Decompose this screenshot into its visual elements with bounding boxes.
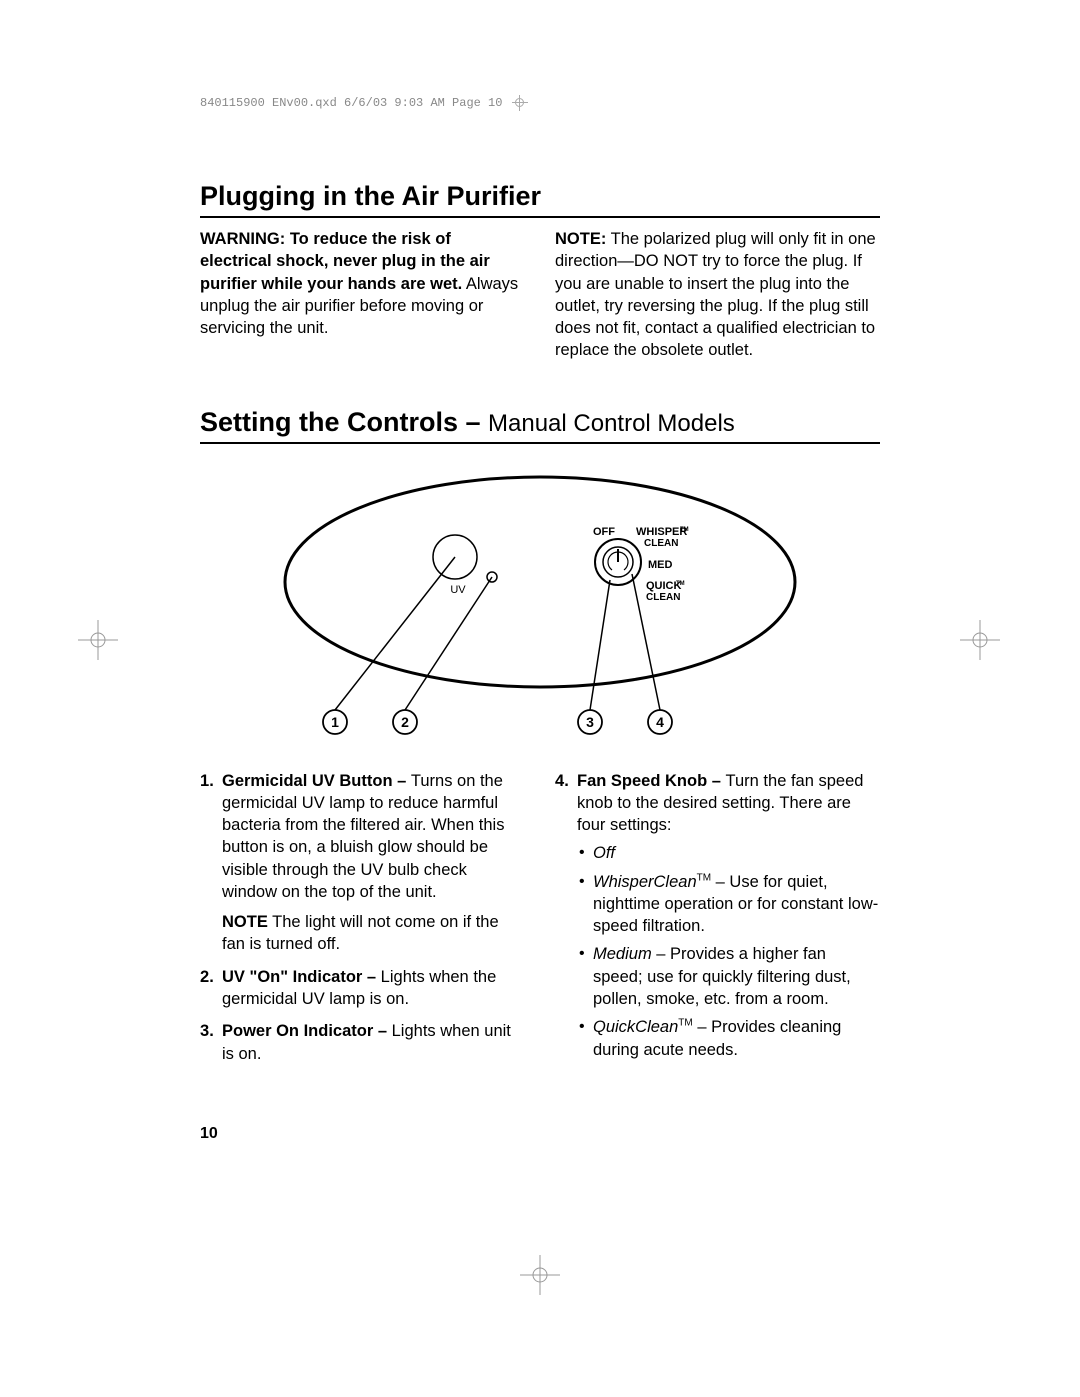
left-control-list: Germicidal UV Button – Turns on the germ… [200,770,525,1065]
svg-text:TM: TM [680,527,689,533]
callout-number: 3 [586,714,594,730]
item-title: UV "On" Indicator – [222,968,381,986]
control-diagram: UV OFFWHISPERTMCLEANMEDQUICKTMCLEAN 1234 [260,462,820,752]
diagram-svg: UV OFFWHISPERTMCLEANMEDQUICKTMCLEAN 1234 [260,462,820,752]
callout-number: 4 [656,714,664,730]
setting-item: Medium – Provides a higher fan speed; us… [577,943,880,1010]
section2-title-sub: Manual Control Models [488,410,735,437]
panel-ellipse [285,477,795,687]
crop-mark-icon [520,1255,560,1295]
list-item: UV "On" Indicator – Lights when the germ… [200,966,525,1011]
section2-columns: Germicidal UV Button – Turns on the germ… [200,770,880,1075]
setting-name: WhisperClean [593,873,697,891]
svg-text:CLEAN: CLEAN [646,592,680,603]
section1-columns: WARNING: To reduce the risk of electrica… [200,228,880,362]
right-control-list: Fan Speed Knob – Turn the fan speed knob… [555,770,880,1061]
svg-text:CLEAN: CLEAN [644,538,678,549]
setting-name: Off [593,844,615,862]
item-title: Germicidal UV Button – [222,772,411,790]
note-label: NOTE: [555,230,606,248]
registration-mark-icon [512,95,528,111]
setting-item: QuickCleanTM – Provides cleaning during … [577,1016,880,1061]
callout-numbers: 1 2 3 4 [323,710,672,734]
section2-title: Setting the Controls – Manual Control Mo… [200,407,880,444]
page-number: 10 [200,1125,880,1143]
crop-mark-icon [78,620,118,660]
setting-name: QuickClean [593,1018,678,1036]
section1-left: WARNING: To reduce the risk of electrica… [200,228,525,362]
doc-header: 840115900 ENv00.qxd 6/6/03 9:03 AM Page … [200,95,880,111]
item-body: Turns on the germicidal UV lamp to reduc… [222,772,504,901]
doc-header-text: 840115900 ENv00.qxd 6/6/03 9:03 AM Page … [200,96,502,110]
section1-title: Plugging in the Air Purifier [200,181,880,218]
list-item: Germicidal UV Button – Turns on the germ… [200,770,525,956]
svg-text:MED: MED [648,559,673,571]
fan-speed-knob-icon [595,539,641,585]
setting-item: Off [577,842,880,864]
section2: Setting the Controls – Manual Control Mo… [200,407,880,1075]
section2-left: Germicidal UV Button – Turns on the germ… [200,770,525,1075]
setting-name: Medium [593,945,652,963]
list-item: Power On Indicator – Lights when unit is… [200,1020,525,1065]
svg-text:OFF: OFF [593,526,615,538]
trademark: TM [678,1018,692,1029]
uv-label: UV [450,584,466,596]
manual-page: 840115900 ENv00.qxd 6/6/03 9:03 AM Page … [200,95,880,1143]
item-title: Fan Speed Knob – [577,772,726,790]
warning-text: WARNING: To reduce the risk of electrica… [200,230,490,293]
section2-title-main: Setting the Controls – [200,407,488,437]
section1-right: NOTE: The polarized plug will only fit i… [555,228,880,362]
item-title: Power On Indicator – [222,1022,392,1040]
list-item-fan-speed: Fan Speed Knob – Turn the fan speed knob… [555,770,880,1061]
section2-right: Fan Speed Knob – Turn the fan speed knob… [555,770,880,1075]
trademark: TM [697,872,711,883]
note-body: The polarized plug will only fit in one … [555,230,876,359]
item-note: NOTE The light will not come on if the f… [222,911,525,956]
note-label: NOTE [222,913,268,931]
setting-item: WhisperCleanTM – Use for quiet, nighttim… [577,871,880,938]
callout-number: 2 [401,714,409,730]
svg-text:TM: TM [676,581,685,587]
crop-mark-icon [960,620,1000,660]
settings-list: Off WhisperCleanTM – Use for quiet, night… [577,842,880,1060]
callout-number: 1 [331,714,339,730]
